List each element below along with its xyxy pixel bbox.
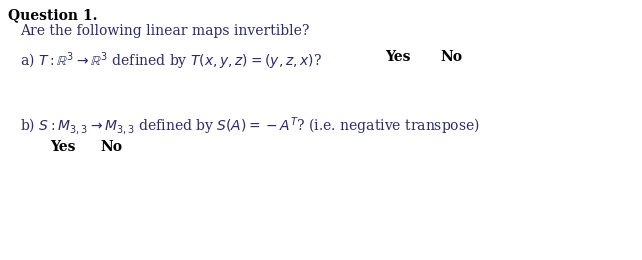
- Text: No: No: [100, 140, 122, 154]
- Text: Yes: Yes: [50, 140, 76, 154]
- Text: Question 1.: Question 1.: [8, 8, 98, 22]
- Text: b) $S : M_{3,3} \to M_{3,3}$ defined by $S(A) = -A^T$? (i.e. negative transpose): b) $S : M_{3,3} \to M_{3,3}$ defined by …: [20, 115, 480, 136]
- Text: a) $T : \mathbb{R}^3 \to \mathbb{R}^3$ defined by $T(x, y, z) = (y, z, x)$?: a) $T : \mathbb{R}^3 \to \mathbb{R}^3$ d…: [20, 50, 322, 72]
- Text: Yes: Yes: [385, 50, 410, 64]
- Text: Are the following linear maps invertible?: Are the following linear maps invertible…: [20, 24, 309, 38]
- Text: No: No: [440, 50, 462, 64]
